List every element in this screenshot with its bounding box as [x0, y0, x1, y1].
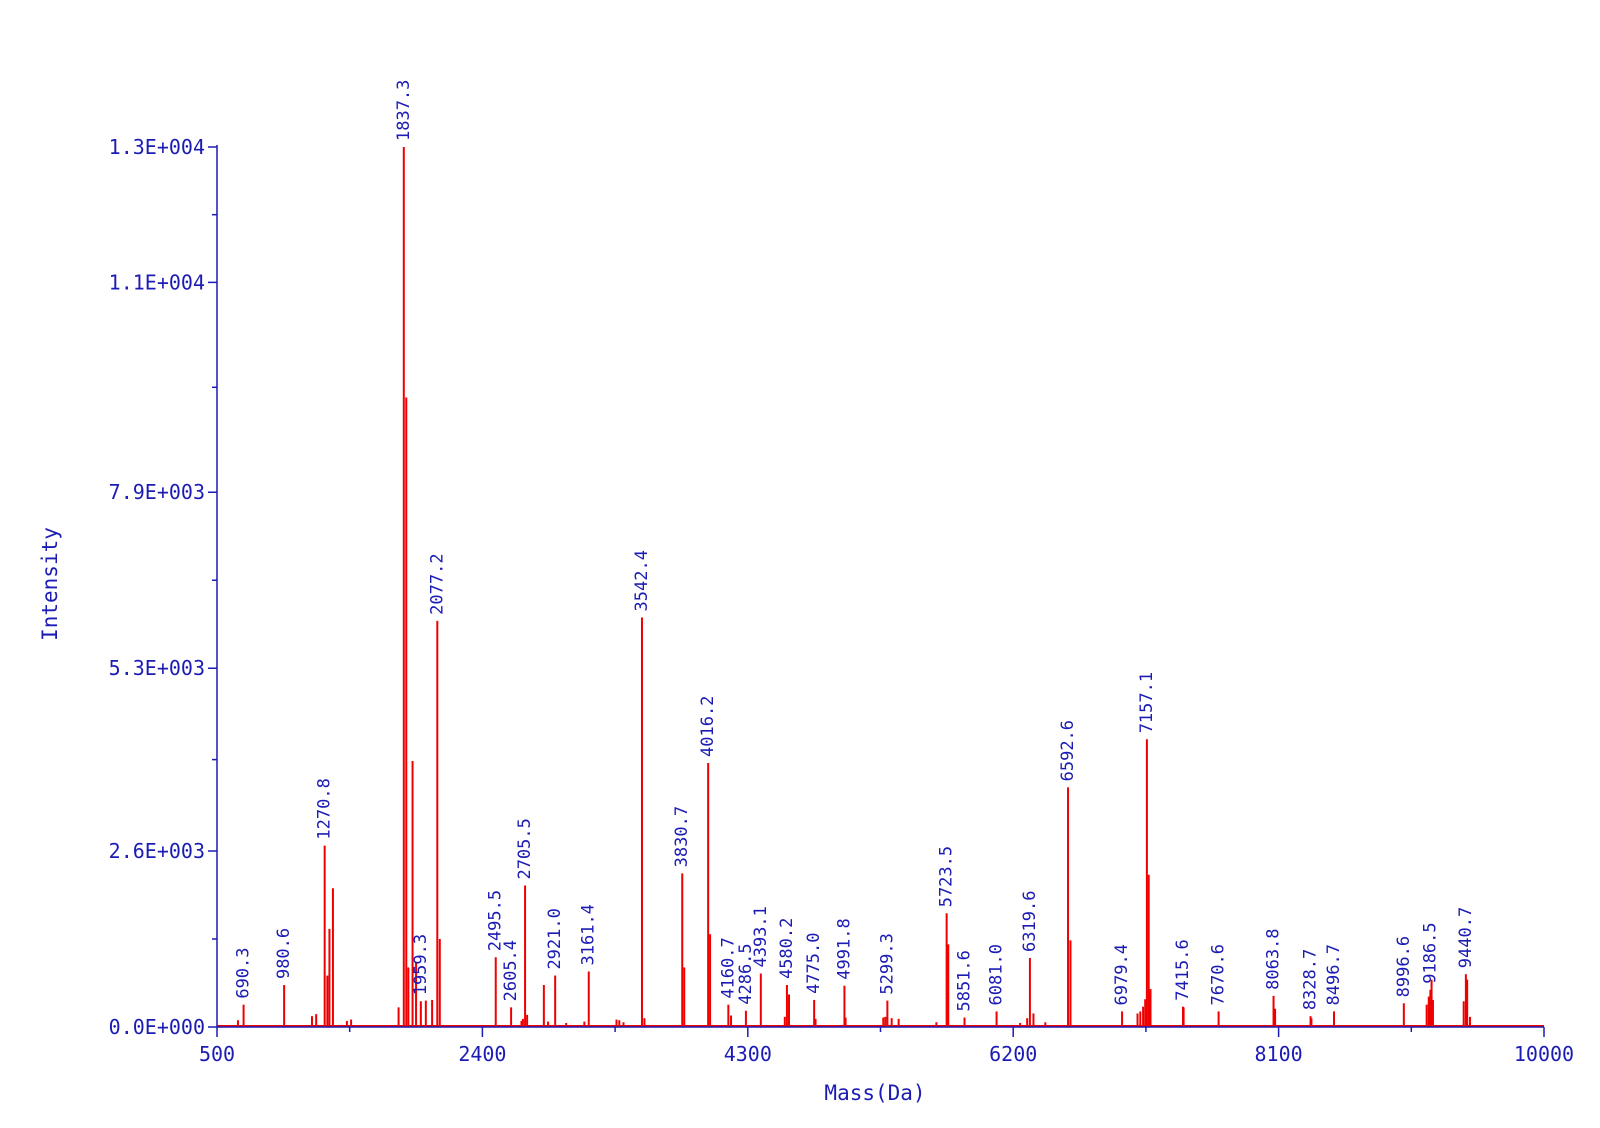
peak-label: 2605.4: [501, 940, 521, 1001]
y-axis-title: Intensity: [38, 527, 62, 641]
peak-label: 4580.2: [777, 918, 797, 979]
peak-label: 8996.6: [1394, 936, 1414, 997]
y-tick-label: 7.9E+003: [109, 480, 205, 504]
peak-label: 5851.6: [955, 950, 975, 1011]
peak-label: 1270.8: [315, 778, 335, 839]
peak-label: 2921.0: [545, 908, 565, 969]
x-tick-label: 6200: [989, 1042, 1037, 1066]
peak-label: 5723.5: [937, 846, 957, 907]
y-tick-label: 0.0E+000: [109, 1015, 205, 1039]
peak-label: 3542.4: [632, 550, 652, 611]
x-tick-label: 500: [199, 1042, 235, 1066]
peak-label: 3161.4: [579, 904, 599, 965]
y-tick-label: 5.3E+003: [109, 656, 205, 680]
x-tick-label: 4300: [724, 1042, 772, 1066]
peak-label: 4016.2: [698, 696, 718, 757]
peak-label: 6592.6: [1058, 720, 1078, 781]
peak-label: 4775.0: [804, 933, 824, 994]
peak-label: 6319.6: [1020, 891, 1040, 952]
peak-label: 2077.2: [427, 553, 447, 614]
peak-label: 4393.1: [751, 906, 771, 967]
x-axis-title: Mass(Da): [824, 1081, 925, 1105]
y-tick-label: 1.3E+004: [109, 135, 205, 159]
y-tick-label: 2.6E+003: [109, 839, 205, 863]
peak-label: 7415.6: [1173, 939, 1193, 1000]
peak-label: 5299.3: [877, 933, 897, 994]
x-tick-label: 8100: [1255, 1042, 1303, 1066]
peaks-layer: [217, 147, 1544, 1027]
peak-label: 6979.4: [1112, 944, 1132, 1005]
peak-label: 2705.5: [515, 818, 535, 879]
peak-label: 4160.7: [718, 937, 738, 998]
x-tick-label: 2400: [458, 1042, 506, 1066]
peak-labels-layer: 690.3 980.6 1270.8 1837.3 1959.3 2077.2 2495.5…: [234, 80, 1476, 1012]
peak-label: 8496.7: [1324, 944, 1344, 1005]
peak-label: 4286.5: [736, 943, 756, 1004]
peak-label: 1837.3: [394, 80, 414, 141]
peak-label: 3830.7: [672, 806, 692, 867]
peak-label: 2495.5: [486, 890, 506, 951]
peak-label: 7670.6: [1209, 944, 1229, 1005]
x-tick-label: 10000: [1514, 1042, 1574, 1066]
peak-label: 6081.0: [987, 944, 1007, 1005]
axes-layer: 0.0E+000 2.6E+003 5.3E+003 7.9E+003 1.1E+004…: [109, 135, 1574, 1066]
peak-label: 8328.7: [1301, 949, 1321, 1010]
peak-label: 690.3: [234, 947, 254, 998]
peak-label: 4991.8: [834, 918, 854, 979]
peak-label: 1959.3: [411, 934, 431, 995]
peak-label: 9440.7: [1456, 907, 1476, 968]
peak-label: 8063.8: [1264, 928, 1284, 989]
peak-label: 980.6: [274, 928, 294, 979]
peak-label: 9186.5: [1420, 922, 1440, 983]
peak-label: 7157.1: [1137, 672, 1157, 733]
y-tick-label: 1.1E+004: [109, 270, 205, 294]
